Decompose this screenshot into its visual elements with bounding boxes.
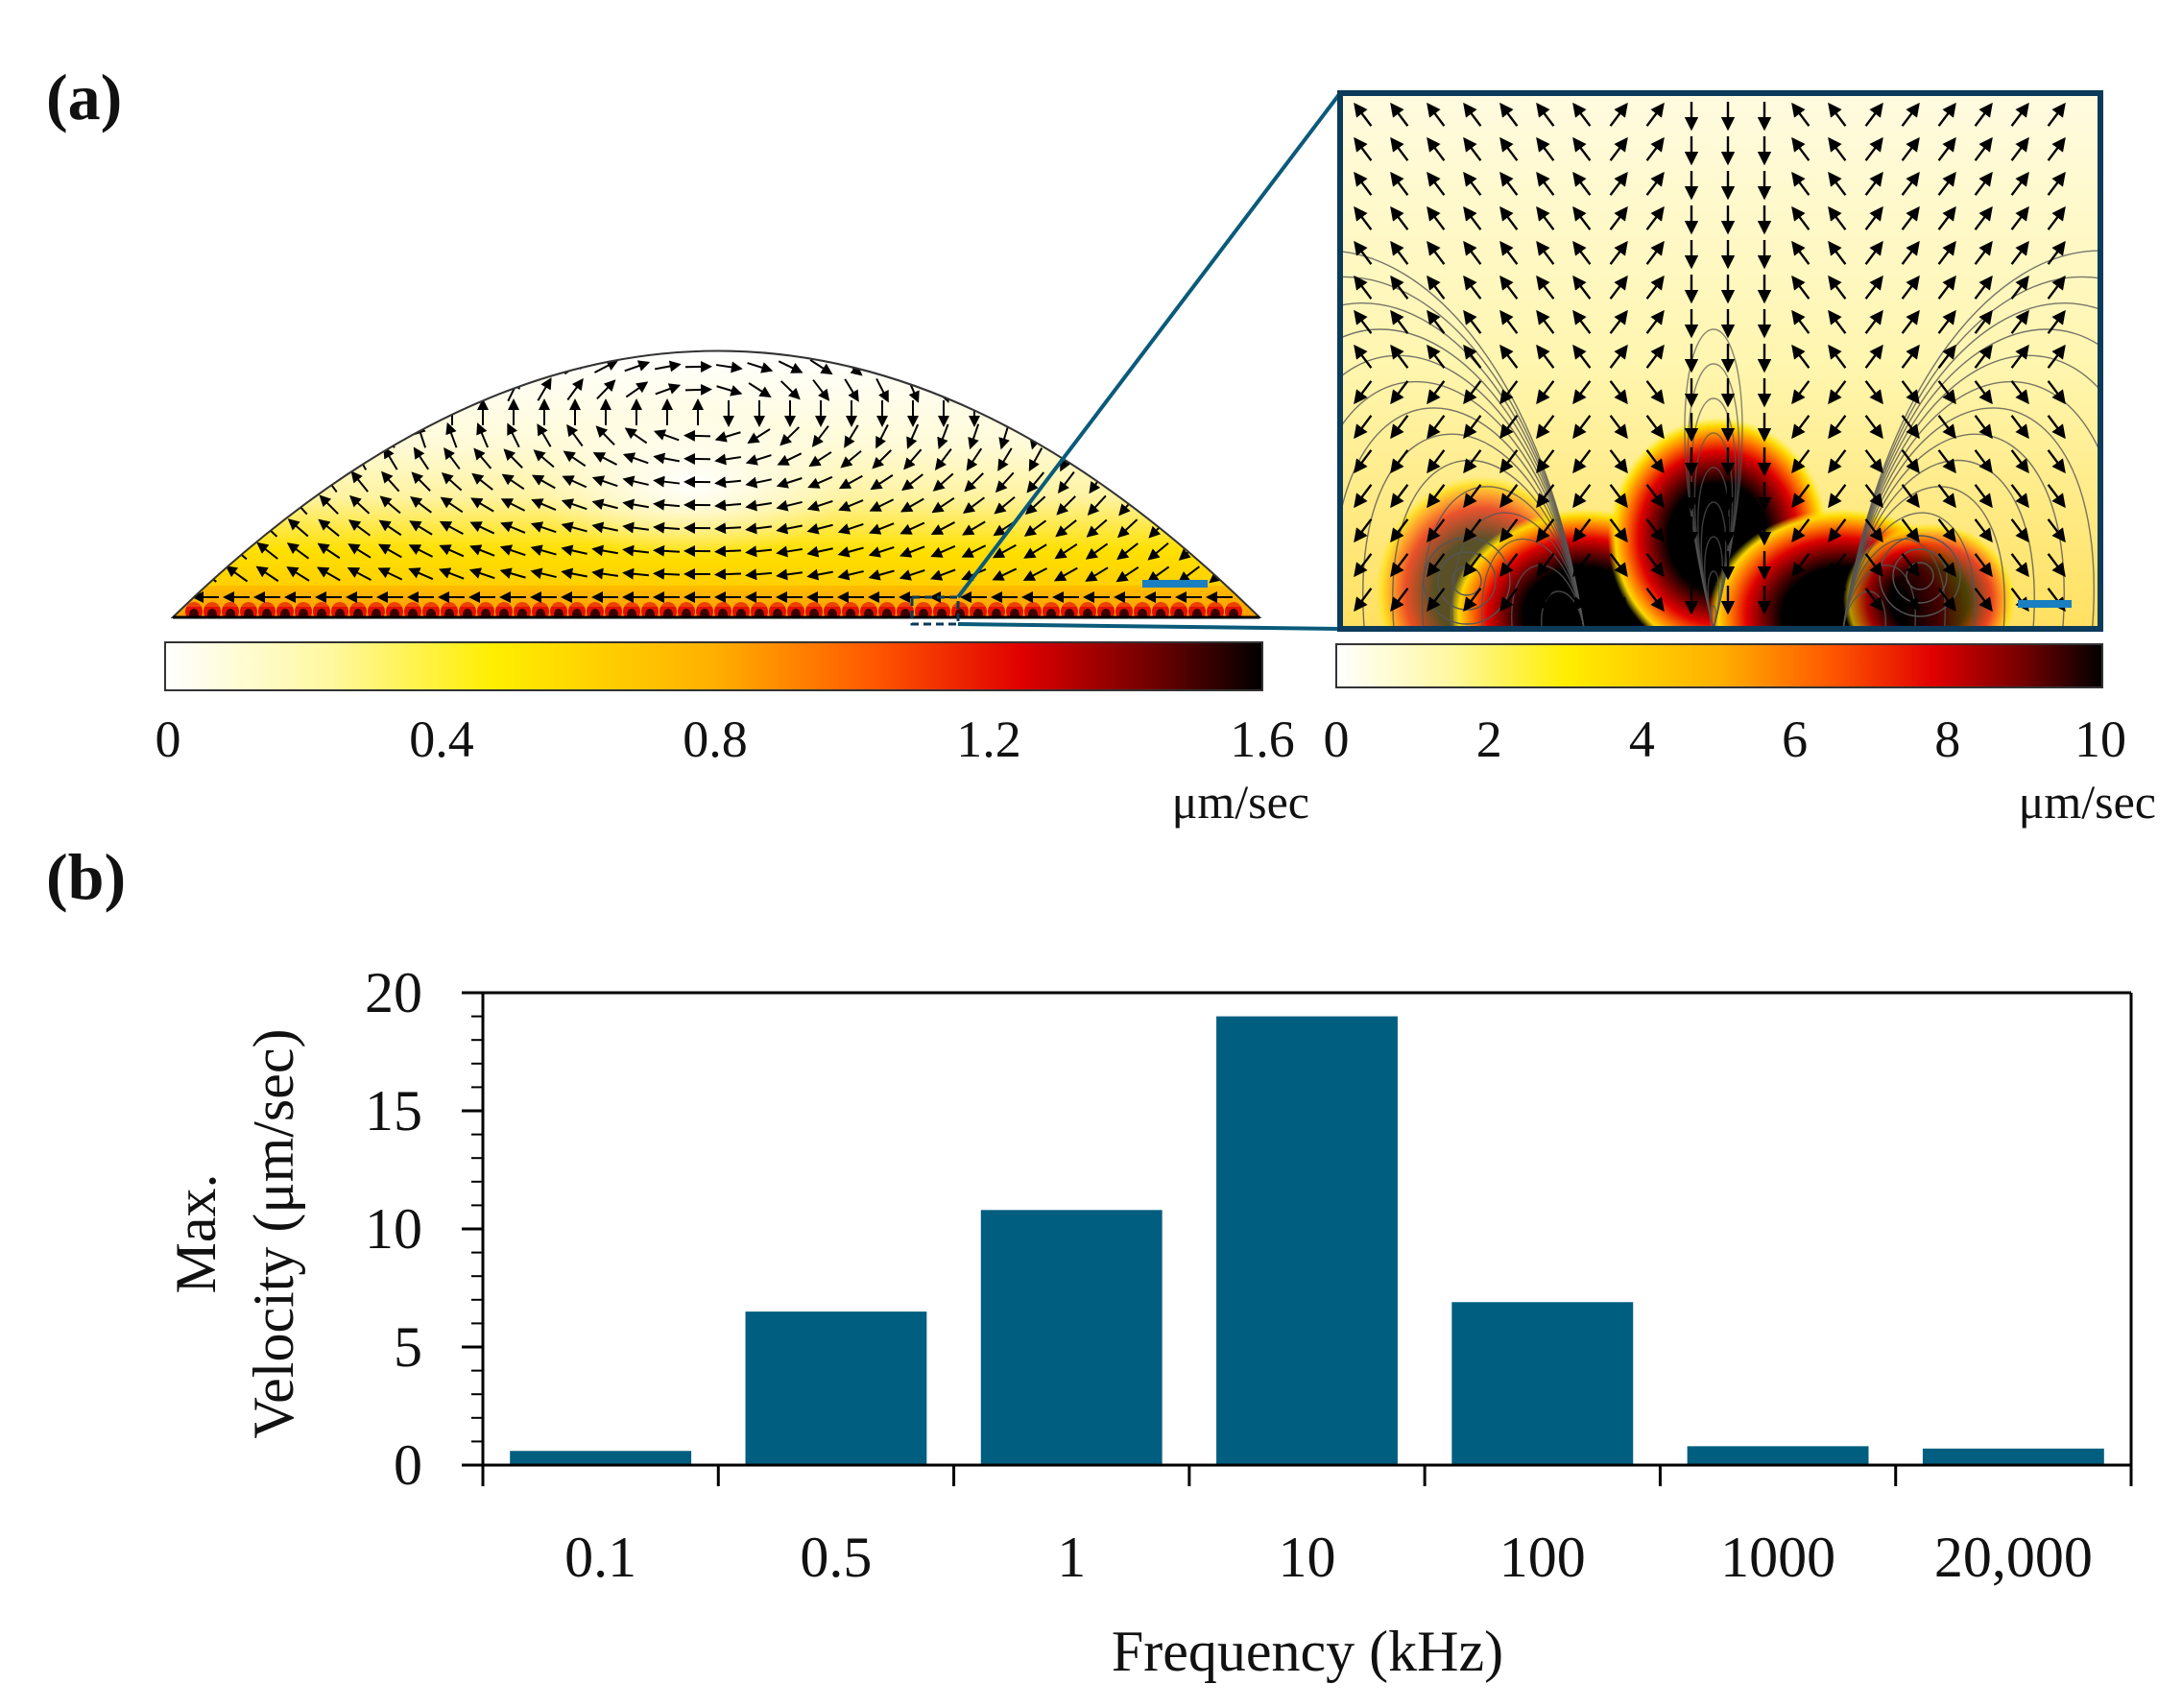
bar-100 <box>1451 1302 1634 1465</box>
bar-0.5 <box>745 1311 927 1465</box>
colorbar-tick-label: 1.2 <box>956 710 1021 768</box>
colorbar-tick-label: 0.8 <box>683 710 748 768</box>
y-tick-label: 15 <box>365 1079 422 1143</box>
x-tick-label: 1000 <box>1720 1526 1835 1589</box>
bar-1 <box>980 1210 1163 1465</box>
colorbar-right: 0 2 4 6 8 10 μm/sec <box>1324 643 2156 829</box>
colorbar-left-unit: μm/sec <box>1172 775 1309 829</box>
colorbar-left: 0 0.4 0.8 1.2 1.6 μm/sec <box>156 641 1309 829</box>
colorbar-tick-label: 0 <box>156 710 181 768</box>
bar-1000 <box>1687 1446 1869 1465</box>
zoom-region-box <box>910 595 960 626</box>
panel-label-b: (b) <box>46 840 127 913</box>
colorbar-tick-label: 2 <box>1476 710 1502 768</box>
y-axis-title-line2: Velocity (μm/sec) <box>242 1028 305 1438</box>
colorbar-tick-label: 8 <box>1934 710 1960 768</box>
x-tick-label: 0.5 <box>800 1526 872 1589</box>
colorbar-tick-label: 10 <box>2074 710 2126 768</box>
bar-20,000 <box>1922 1448 2104 1465</box>
zoomed-inset <box>1337 90 2103 632</box>
scale-bar-left <box>1142 580 1208 588</box>
y-tick-label: 5 <box>394 1315 422 1379</box>
x-tick-label: 20,000 <box>1934 1526 2093 1589</box>
panel-label-a: (a) <box>46 60 123 133</box>
scale-bar-right <box>2018 600 2072 608</box>
bar-10 <box>1216 1016 1398 1465</box>
x-tick-label: 100 <box>1499 1526 1586 1589</box>
colorbar-tick-label: 4 <box>1629 710 1655 768</box>
x-tick-label: 10 <box>1279 1526 1336 1589</box>
colorbar-tick-label: 0.4 <box>409 710 474 768</box>
droplet-outline <box>170 349 1262 618</box>
colorbar-right-unit: μm/sec <box>2019 775 2156 829</box>
bar-0.1 <box>510 1451 692 1465</box>
inset-velocity-arrows <box>1354 102 2066 615</box>
colorbar-tick-label: 6 <box>1782 710 1808 768</box>
y-tick-label: 0 <box>394 1433 422 1497</box>
x-axis-title: Frequency (kHz) <box>1112 1620 1503 1683</box>
y-tick-label: 20 <box>365 961 422 1024</box>
bar-chart: 0 5 10 15 20 0.1 0.5 1 10 100 1000 20,000 Frequenc… <box>164 961 2133 1683</box>
colorbar-tick-label: 0 <box>1324 710 1350 768</box>
colorbar-tick-label: 1.6 <box>1230 710 1295 768</box>
x-tick-label: 0.1 <box>564 1526 636 1589</box>
y-axis-title-line1: Max. <box>164 1174 228 1294</box>
zoom-connector-lines <box>956 91 1342 631</box>
droplet-flow-field <box>170 349 1262 626</box>
y-tick-label: 10 <box>365 1197 422 1261</box>
x-tick-label: 1 <box>1057 1526 1086 1589</box>
inset-frame <box>1337 90 2103 632</box>
